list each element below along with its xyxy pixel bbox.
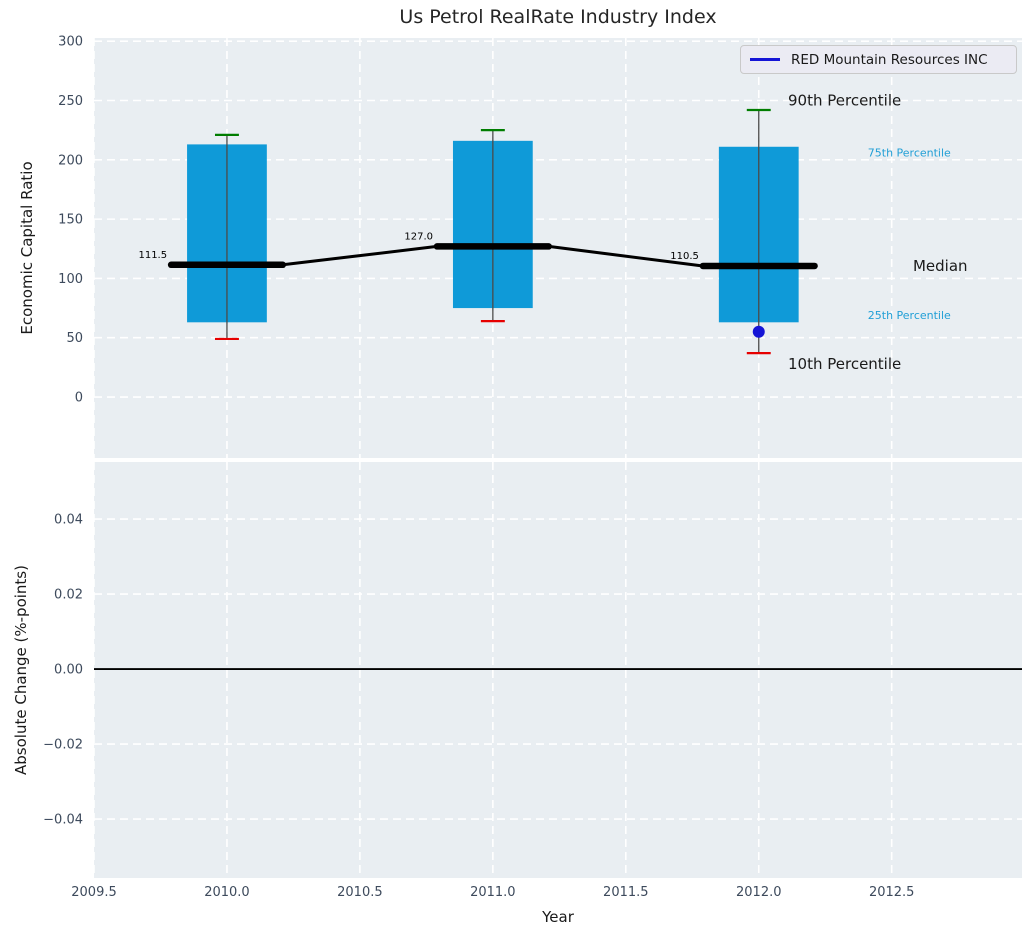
annotation-75th-percentile: 75th Percentile (868, 147, 951, 160)
median-value-label: 110.5 (670, 251, 699, 262)
annotation-10th-percentile: 10th Percentile (788, 355, 901, 373)
x-tick-label: 2012.5 (869, 885, 915, 900)
x-tick-label: 2011.0 (470, 885, 516, 900)
y-tick-label: 50 (66, 331, 83, 346)
x-tick-label: 2012.0 (736, 885, 782, 900)
y-axis-label-bottom: Absolute Change (%-points) (12, 565, 30, 775)
company-point (753, 326, 765, 338)
y-tick-label: 300 (58, 35, 83, 50)
y-tick-label: 0.02 (54, 588, 83, 603)
y-tick-label: 100 (58, 272, 83, 287)
plot-canvas: 0 50 100 150 200 250 300 0.04 0.02 0.00 −0.02 −0.04… (0, 0, 1034, 942)
annotation-25th-percentile: 25th Percentile (868, 309, 951, 322)
y-tick-label: 150 (58, 213, 83, 228)
x-tick-label: 2010.0 (204, 885, 250, 900)
y-tick-label: −0.04 (43, 813, 83, 828)
median-value-label: 127.0 (404, 231, 433, 242)
y-tick-label: 0.00 (54, 663, 83, 678)
annotation-median: Median (913, 257, 968, 275)
annotation-90th-percentile: 90th Percentile (788, 92, 901, 110)
legend: RED Mountain Resources INC (740, 45, 1017, 74)
bottom-panel-background (94, 462, 1022, 878)
y-tick-label: 250 (58, 94, 83, 109)
x-tick-label: 2011.5 (603, 885, 649, 900)
x-axis-label: Year (94, 908, 1022, 926)
x-tick-label: 2009.5 (71, 885, 117, 900)
y-tick-label: −0.02 (43, 738, 83, 753)
median-value-label: 111.5 (138, 250, 167, 261)
x-tick-label: 2010.5 (337, 885, 383, 900)
chart-title: Us Petrol RealRate Industry Index (94, 6, 1022, 28)
figure: 0 50 100 150 200 250 300 0.04 0.02 0.00 −0.02 −0.04… (0, 0, 1034, 942)
y-tick-label: 200 (58, 153, 83, 168)
y-axis-label-top: Economic Capital Ratio (18, 161, 36, 334)
legend-label: RED Mountain Resources INC (791, 52, 988, 68)
y-tick-label: 0 (75, 391, 83, 406)
legend-line-icon (750, 58, 780, 61)
y-tick-label: 0.04 (54, 513, 83, 528)
